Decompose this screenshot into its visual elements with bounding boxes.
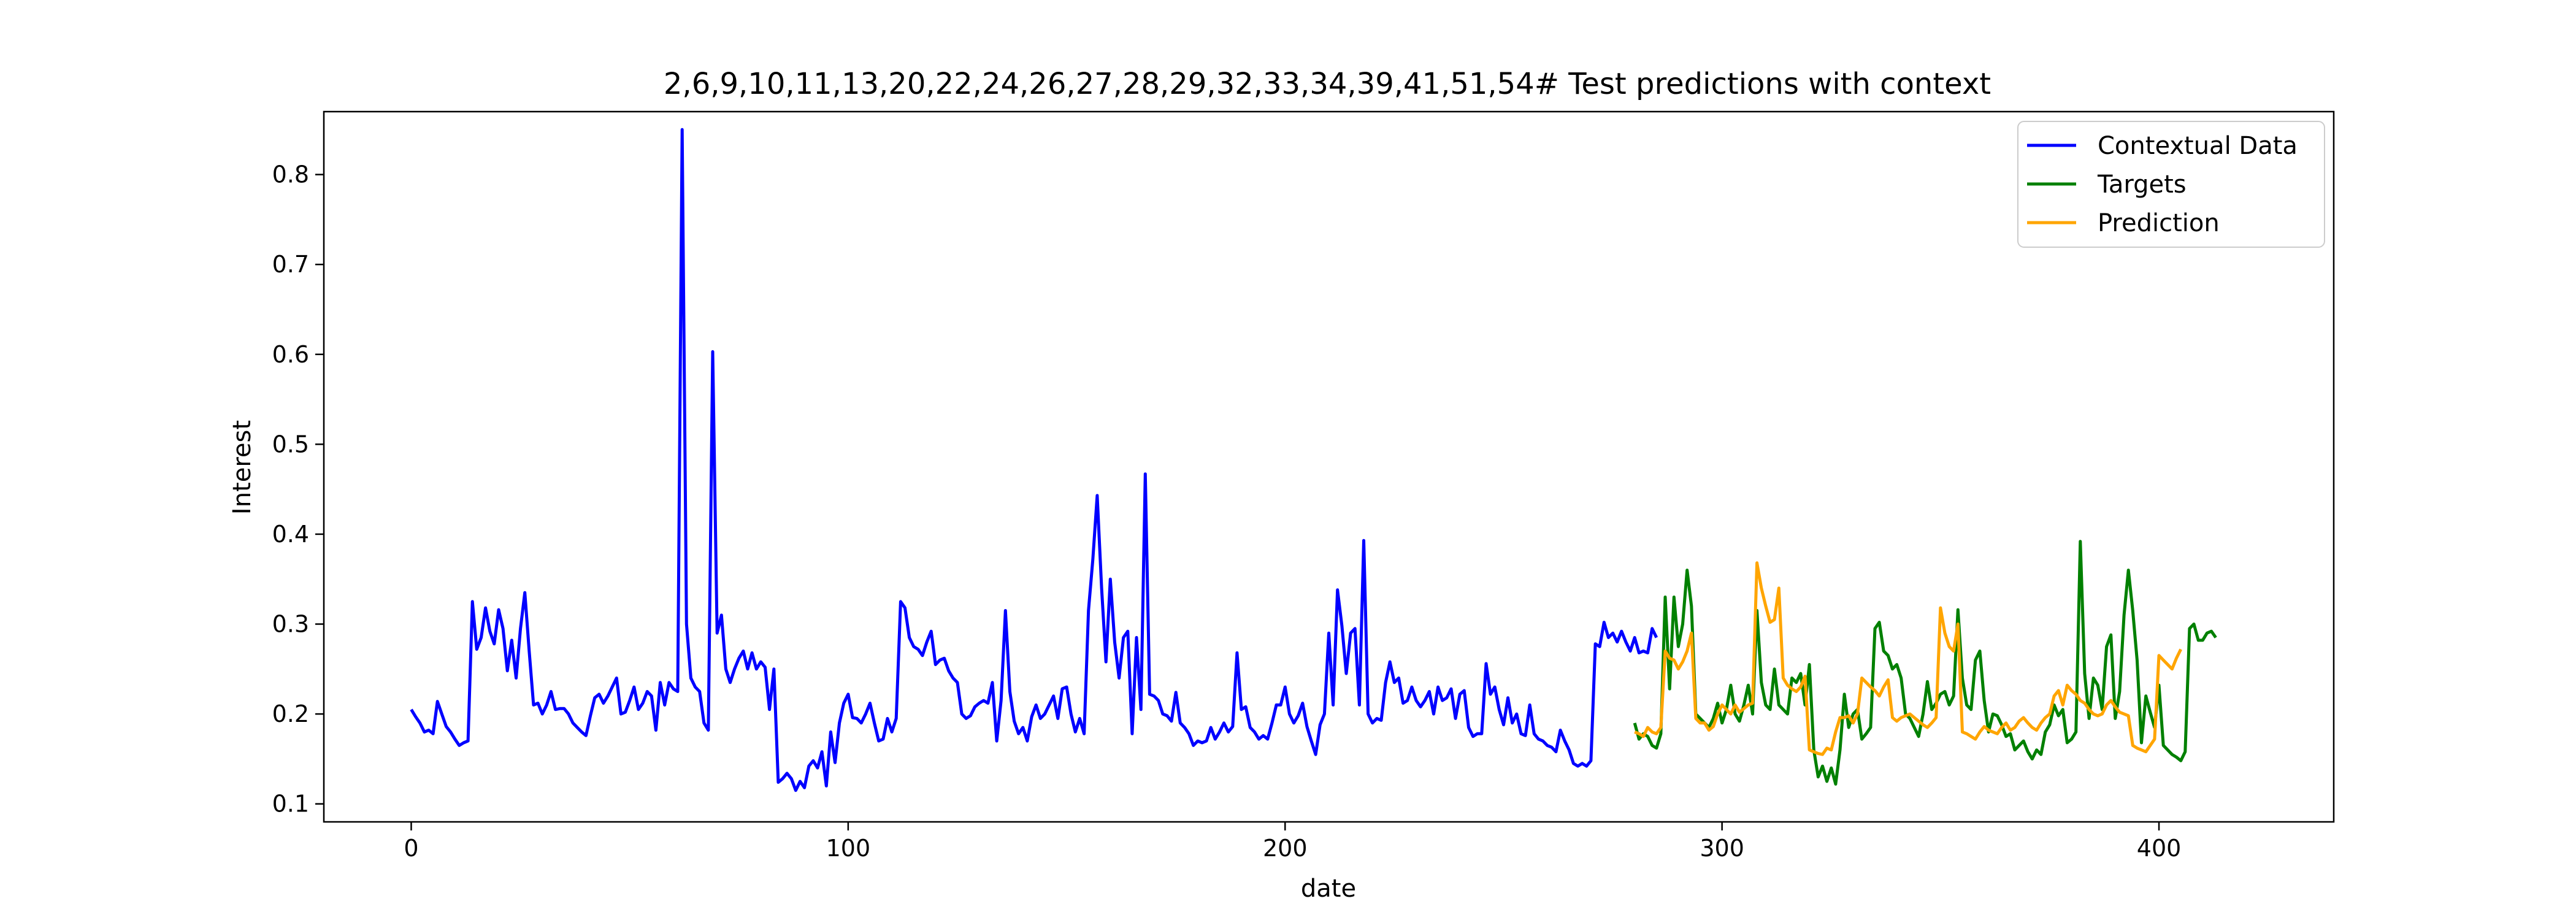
legend: Contextual Data Targets Prediction [2017,121,2325,248]
y-tick-label: 0.2 [272,700,309,727]
y-tick-label: 0.5 [272,431,309,458]
legend-label-targets: Targets [2097,171,2187,199]
series-line-targets [1633,540,2217,786]
y-axis: 0.1 0.2 0.3 0.4 0.5 0.6 0.7 0.8 [272,161,324,818]
legend-box [2017,121,2325,248]
y-axis-label: Interest [228,420,256,515]
plot-frame [323,110,2335,823]
y-tick-label: 0.6 [272,341,309,368]
series-layer [410,128,2217,792]
legend-label-prediction: Prediction [2098,209,2220,237]
x-tick-label: 200 [1263,835,1308,862]
x-axis: 0 100 200 300 400 [404,822,2181,862]
chart-title: 2,6,9,10,11,13,20,22,24,26,27,28,29,32,3… [664,67,1991,101]
y-tick-label: 0.3 [272,611,309,638]
y-tick-label: 0.4 [272,521,309,548]
y-tick-label: 0.8 [272,161,309,188]
x-tick-label: 100 [826,835,871,862]
x-tick-label: 0 [404,835,418,862]
x-tick-label: 300 [1700,835,1744,862]
series-line-contextual-data [410,128,1658,792]
y-tick-label: 0.7 [272,251,309,278]
series-line-prediction [1634,561,2182,756]
y-tick-label: 0.1 [272,791,309,818]
x-axis-label: date [1301,875,1356,903]
plot-area [323,110,2335,823]
x-tick-label: 400 [2137,835,2182,862]
legend-label-contextual-data: Contextual Data [2098,132,2298,160]
